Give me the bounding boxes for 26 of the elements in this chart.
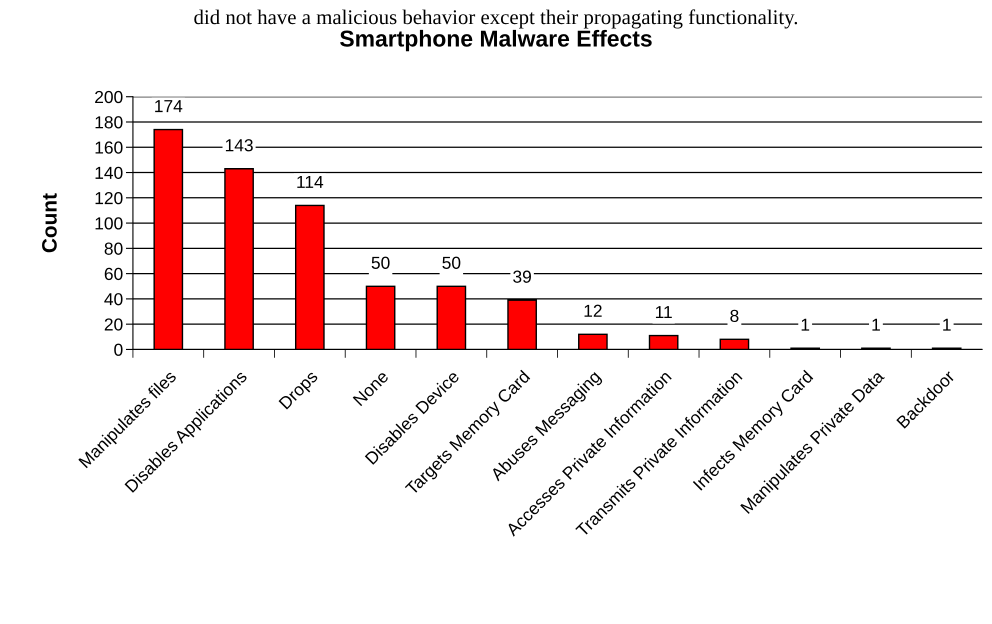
data-label: 114 bbox=[297, 176, 324, 188]
y-tick-label: 100 bbox=[96, 217, 123, 230]
data-label: 12 bbox=[584, 304, 602, 317]
y-tick-label: 160 bbox=[96, 141, 123, 154]
text: did not have a malicious behavior except their propagating functionality. bbox=[194, 9, 798, 29]
y-tick-label: 200 bbox=[95, 90, 123, 104]
data-label: 1 bbox=[802, 318, 810, 331]
y-tick-label: 20 bbox=[104, 318, 123, 331]
y-tick-label: 80 bbox=[104, 242, 123, 255]
data-label: 11 bbox=[656, 306, 672, 318]
y-tick-label: 120 bbox=[96, 192, 123, 204]
data-label: 143 bbox=[226, 139, 253, 152]
y-tick-label: 60 bbox=[104, 268, 123, 280]
data-label: 1 bbox=[943, 318, 951, 331]
data-label: 8 bbox=[730, 310, 738, 322]
y-tick-label: 180 bbox=[96, 116, 123, 128]
y-tick-label: 0 bbox=[114, 344, 123, 356]
data-label: 1 bbox=[872, 318, 880, 331]
data-label: 50 bbox=[442, 256, 460, 269]
chart-title: Smartphone Malware Effects bbox=[340, 30, 652, 52]
data-label: 174 bbox=[155, 100, 182, 112]
data-label: 50 bbox=[372, 256, 390, 269]
y-axis-title: Count bbox=[42, 193, 57, 252]
y-tick-label: 140 bbox=[96, 166, 123, 179]
y-tick-label: 40 bbox=[104, 293, 123, 306]
data-label: 39 bbox=[513, 270, 531, 283]
